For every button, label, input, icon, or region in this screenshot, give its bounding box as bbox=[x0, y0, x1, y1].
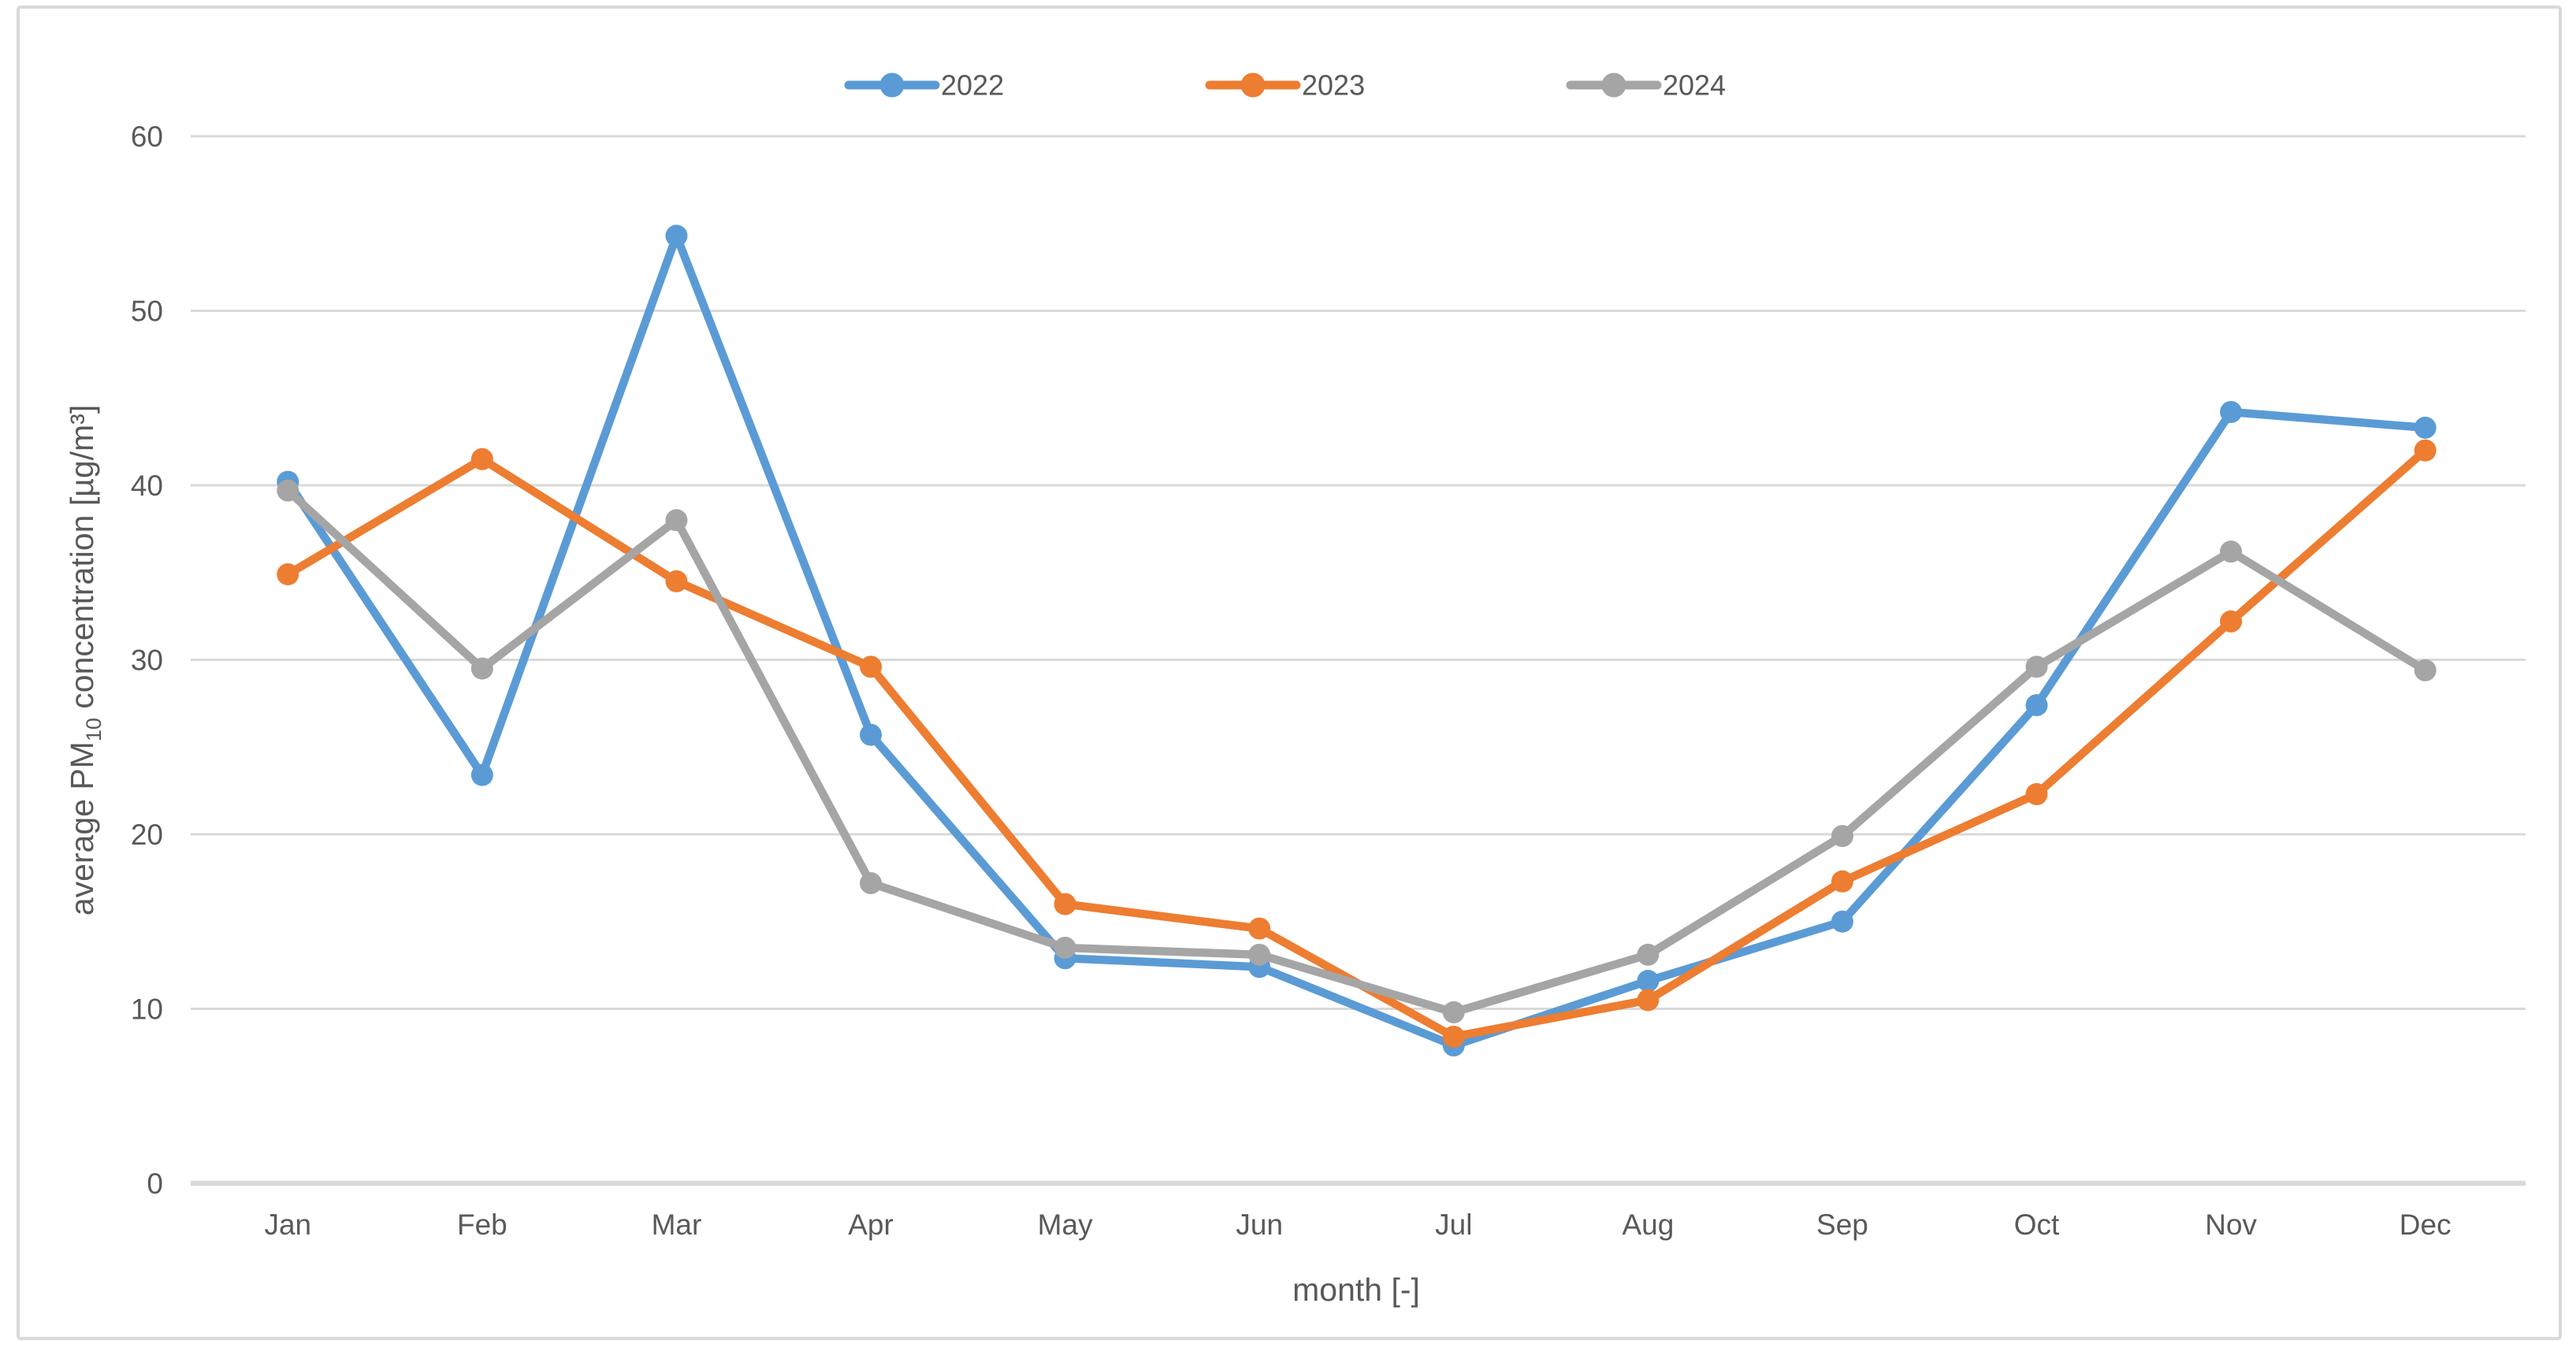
legend-item-2022: 2022 bbox=[844, 69, 1004, 102]
data-point-2022-Apr bbox=[860, 723, 883, 746]
x-tick-label: Mar bbox=[652, 1209, 702, 1241]
legend-marker-dot bbox=[1240, 72, 1266, 98]
x-tick-label: Jul bbox=[1435, 1209, 1472, 1241]
x-axis-tick-labels: Jan Feb Mar Apr May Jun Jul Aug Sep Oct Nov Dec bbox=[264, 1209, 2451, 1241]
data-point-2022-Oct bbox=[2025, 694, 2048, 717]
x-tick-label: Sep bbox=[1816, 1209, 1868, 1241]
data-point-2024-Mar bbox=[665, 509, 688, 532]
legend-label: 2023 bbox=[1302, 69, 1365, 102]
y-axis-tick-labels: 0 10 20 30 40 50 60 bbox=[131, 121, 163, 1200]
data-point-2023-Oct bbox=[2025, 783, 2048, 806]
y-axis-title: average PM10 concentration [µg/m³] bbox=[64, 405, 106, 915]
series-line-2024 bbox=[284, 486, 2429, 1017]
x-tick-label: Dec bbox=[2399, 1209, 2451, 1241]
data-point-2022-Sep bbox=[1831, 910, 1853, 933]
data-point-2024-Apr bbox=[860, 872, 883, 895]
data-point-2024-Feb bbox=[470, 657, 493, 680]
data-point-2024-Aug bbox=[1637, 943, 1660, 966]
data-point-2024-Jul bbox=[1442, 1001, 1465, 1023]
y-tick-label: 60 bbox=[131, 121, 163, 153]
series-2024 bbox=[277, 479, 2437, 1023]
x-tick-label: Oct bbox=[2014, 1209, 2060, 1241]
data-point-2023-Jun bbox=[1248, 917, 1271, 940]
legend-marker-dot bbox=[1601, 72, 1626, 98]
data-point-2023-Dec bbox=[2414, 439, 2437, 462]
data-point-2024-Nov bbox=[2220, 540, 2243, 563]
x-tick-label: Jan bbox=[264, 1209, 311, 1241]
legend-item-2024: 2024 bbox=[1566, 69, 1726, 102]
data-point-2023-Feb bbox=[470, 447, 493, 470]
data-point-2023-Jan bbox=[277, 563, 299, 585]
data-point-2024-Jan bbox=[277, 479, 299, 502]
x-tick-label: Aug bbox=[1622, 1209, 1674, 1241]
data-point-2022-Feb bbox=[470, 763, 493, 786]
legend-label: 2024 bbox=[1663, 69, 1726, 102]
legend: 2022 2023 2024 bbox=[844, 69, 1726, 102]
data-point-2023-Nov bbox=[2220, 610, 2243, 633]
data-point-2023-Jul bbox=[1442, 1025, 1465, 1048]
x-tick-label: Jun bbox=[1236, 1209, 1283, 1241]
x-tick-label: Nov bbox=[2205, 1209, 2257, 1241]
data-point-2024-Dec bbox=[2414, 659, 2437, 681]
x-tick-label: Feb bbox=[457, 1209, 507, 1241]
data-point-2023-May bbox=[1054, 893, 1076, 915]
data-point-2023-Apr bbox=[860, 655, 883, 678]
data-point-2024-Oct bbox=[2025, 655, 2048, 678]
data-point-2022-Mar bbox=[665, 225, 688, 247]
data-point-2022-Dec bbox=[2414, 416, 2437, 439]
data-point-2024-Sep bbox=[1831, 825, 1853, 848]
y-tick-label: 50 bbox=[131, 295, 163, 328]
data-point-2024-May bbox=[1054, 936, 1076, 959]
x-tick-label: May bbox=[1038, 1209, 1093, 1241]
data-point-2022-Nov bbox=[2220, 400, 2243, 423]
series-lines bbox=[277, 225, 2437, 1057]
y-tick-label: 0 bbox=[147, 1168, 163, 1200]
legend-label: 2022 bbox=[941, 69, 1004, 102]
data-point-2023-Aug bbox=[1637, 989, 1660, 1012]
y-tick-label: 40 bbox=[131, 470, 163, 502]
x-axis-title: month [-] bbox=[1292, 1272, 1420, 1308]
legend-item-2023: 2023 bbox=[1205, 69, 1365, 102]
data-point-2023-Mar bbox=[665, 570, 688, 592]
data-point-2024-Jun bbox=[1248, 943, 1271, 966]
series-line-2022 bbox=[284, 232, 2429, 1050]
data-point-2022-Aug bbox=[1637, 970, 1660, 993]
y-tick-label: 20 bbox=[131, 819, 163, 851]
y-tick-label: 10 bbox=[131, 993, 163, 1026]
data-point-2023-Sep bbox=[1831, 870, 1853, 893]
x-tick-label: Apr bbox=[848, 1209, 894, 1241]
legend-marker-dot bbox=[879, 72, 905, 98]
y-tick-label: 30 bbox=[131, 644, 163, 677]
chart-border-frame bbox=[17, 6, 2562, 1340]
